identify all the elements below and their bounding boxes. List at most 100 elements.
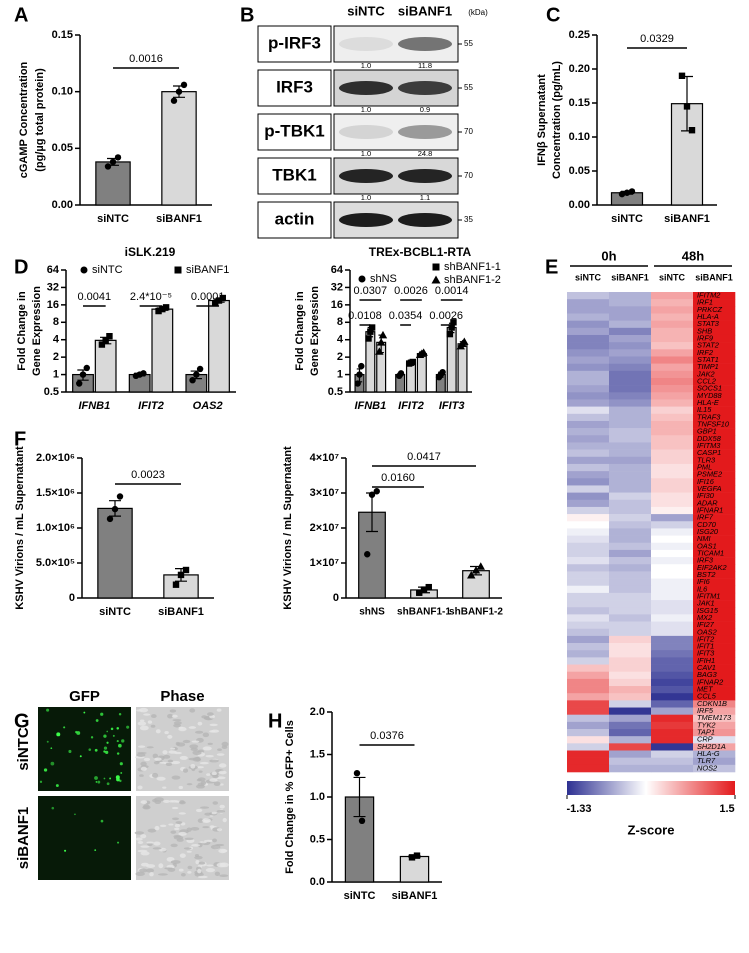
phase-cell xyxy=(152,847,162,850)
heatmap-cell xyxy=(567,306,610,314)
row-label: ISG20 xyxy=(697,527,719,536)
phase-cell xyxy=(164,731,169,735)
phase-cell xyxy=(169,709,177,713)
p-value: 0.0108 xyxy=(348,310,382,322)
row-label: IFITM2 xyxy=(697,291,720,300)
heatmap-cell xyxy=(567,442,610,450)
phase-cell xyxy=(178,812,186,815)
point xyxy=(460,337,469,345)
row-label: IRF5 xyxy=(697,706,714,715)
phase-cell xyxy=(186,783,193,786)
heatmap-cell xyxy=(609,342,652,350)
bar xyxy=(208,299,230,393)
point xyxy=(104,163,112,170)
heatmap-cell xyxy=(609,643,652,651)
blot-band xyxy=(398,81,452,95)
heatmap-cell xyxy=(609,463,652,472)
phase-cell xyxy=(187,870,192,874)
point xyxy=(368,491,376,498)
y-axis-label: Concentration (pg/mL) xyxy=(551,61,563,179)
gfp-cell xyxy=(105,750,109,754)
y-tick-label: 1 xyxy=(337,368,343,380)
heatmap-cell xyxy=(693,564,736,572)
y-tick-label: 2.0×10⁶ xyxy=(36,452,75,464)
bar xyxy=(97,507,133,599)
lane-label: siBANF1 xyxy=(398,3,452,18)
blot-label: IRF3 xyxy=(276,77,313,96)
phase-cell xyxy=(139,707,149,713)
blot-label: actin xyxy=(275,209,315,228)
phase-cell xyxy=(207,742,213,746)
heatmap-cell xyxy=(693,578,736,587)
heatmap-cell xyxy=(651,528,694,536)
heatmap-cell xyxy=(693,643,736,651)
phase-cell xyxy=(182,768,189,773)
kda-unit: (kDa) xyxy=(468,8,488,17)
phase-cell xyxy=(219,862,229,868)
phase-cell xyxy=(221,741,229,747)
y-axis-label: Fold Change in xyxy=(294,291,306,371)
phase-cell xyxy=(195,730,204,734)
column-group-label: 48h xyxy=(682,248,704,263)
heatmap-cell xyxy=(651,399,694,407)
row-label: NMI xyxy=(697,534,711,543)
heatmap-cell xyxy=(567,757,610,766)
point xyxy=(450,319,457,326)
phase-cell xyxy=(206,864,214,867)
phase-cell xyxy=(220,849,228,853)
heatmap-cell xyxy=(567,686,610,694)
phase-cell xyxy=(172,719,182,722)
heatmap-cell xyxy=(651,664,694,673)
p-value: 0.0376 xyxy=(370,730,404,742)
heatmap-cell xyxy=(693,757,736,766)
heatmap-cell xyxy=(693,334,736,343)
point xyxy=(76,380,83,387)
phase-cell xyxy=(149,871,154,877)
heatmap-cell xyxy=(609,385,652,393)
heatmap-cell xyxy=(609,485,652,493)
y-tick-label: 4×10⁷ xyxy=(310,452,340,464)
row-label: OAS1 xyxy=(697,541,717,550)
phase-cell xyxy=(140,845,150,848)
heatmap-cell xyxy=(693,435,736,443)
heatmap-cell xyxy=(567,657,610,665)
heatmap-cell xyxy=(693,478,736,486)
heatmap-cell xyxy=(609,428,652,436)
blot-band xyxy=(398,213,452,227)
point xyxy=(688,127,696,134)
row-label: IL15 xyxy=(697,405,712,414)
gfp-cell xyxy=(109,777,112,780)
bar xyxy=(161,91,197,206)
point xyxy=(678,72,686,79)
phase-cell xyxy=(200,780,207,786)
heatmap-cell xyxy=(651,428,694,436)
heatmap-cell xyxy=(567,650,610,658)
heatmap-cell xyxy=(609,657,652,665)
row-label: CAV1 xyxy=(697,663,716,672)
colorbar-tick-label: 1.5 xyxy=(719,803,734,815)
row-label: IFIH1 xyxy=(697,656,715,665)
point xyxy=(182,566,190,574)
phase-cell xyxy=(152,753,159,759)
phase-cell xyxy=(140,761,147,767)
heatmap-cell xyxy=(651,600,694,608)
gfp-cell xyxy=(103,746,108,750)
gfp-cell xyxy=(116,727,119,730)
heatmap-cell xyxy=(567,721,610,730)
phase-cell xyxy=(173,834,182,838)
heatmap-cell xyxy=(567,729,610,737)
heatmap-cell xyxy=(609,420,652,429)
column-label: siBANF1 xyxy=(611,272,649,282)
heatmap-cell xyxy=(609,349,652,357)
heatmap-cell xyxy=(693,492,736,501)
phase-cell xyxy=(146,841,154,844)
y-tick-label: 0.10 xyxy=(569,131,590,143)
phase-cell xyxy=(186,827,192,832)
row-label: GBP1 xyxy=(697,427,717,436)
phase-cell xyxy=(156,776,166,781)
point xyxy=(193,371,200,378)
point xyxy=(358,362,365,370)
row-label: IFITM1 xyxy=(697,591,720,600)
blot-band xyxy=(339,125,393,139)
point xyxy=(409,358,417,366)
